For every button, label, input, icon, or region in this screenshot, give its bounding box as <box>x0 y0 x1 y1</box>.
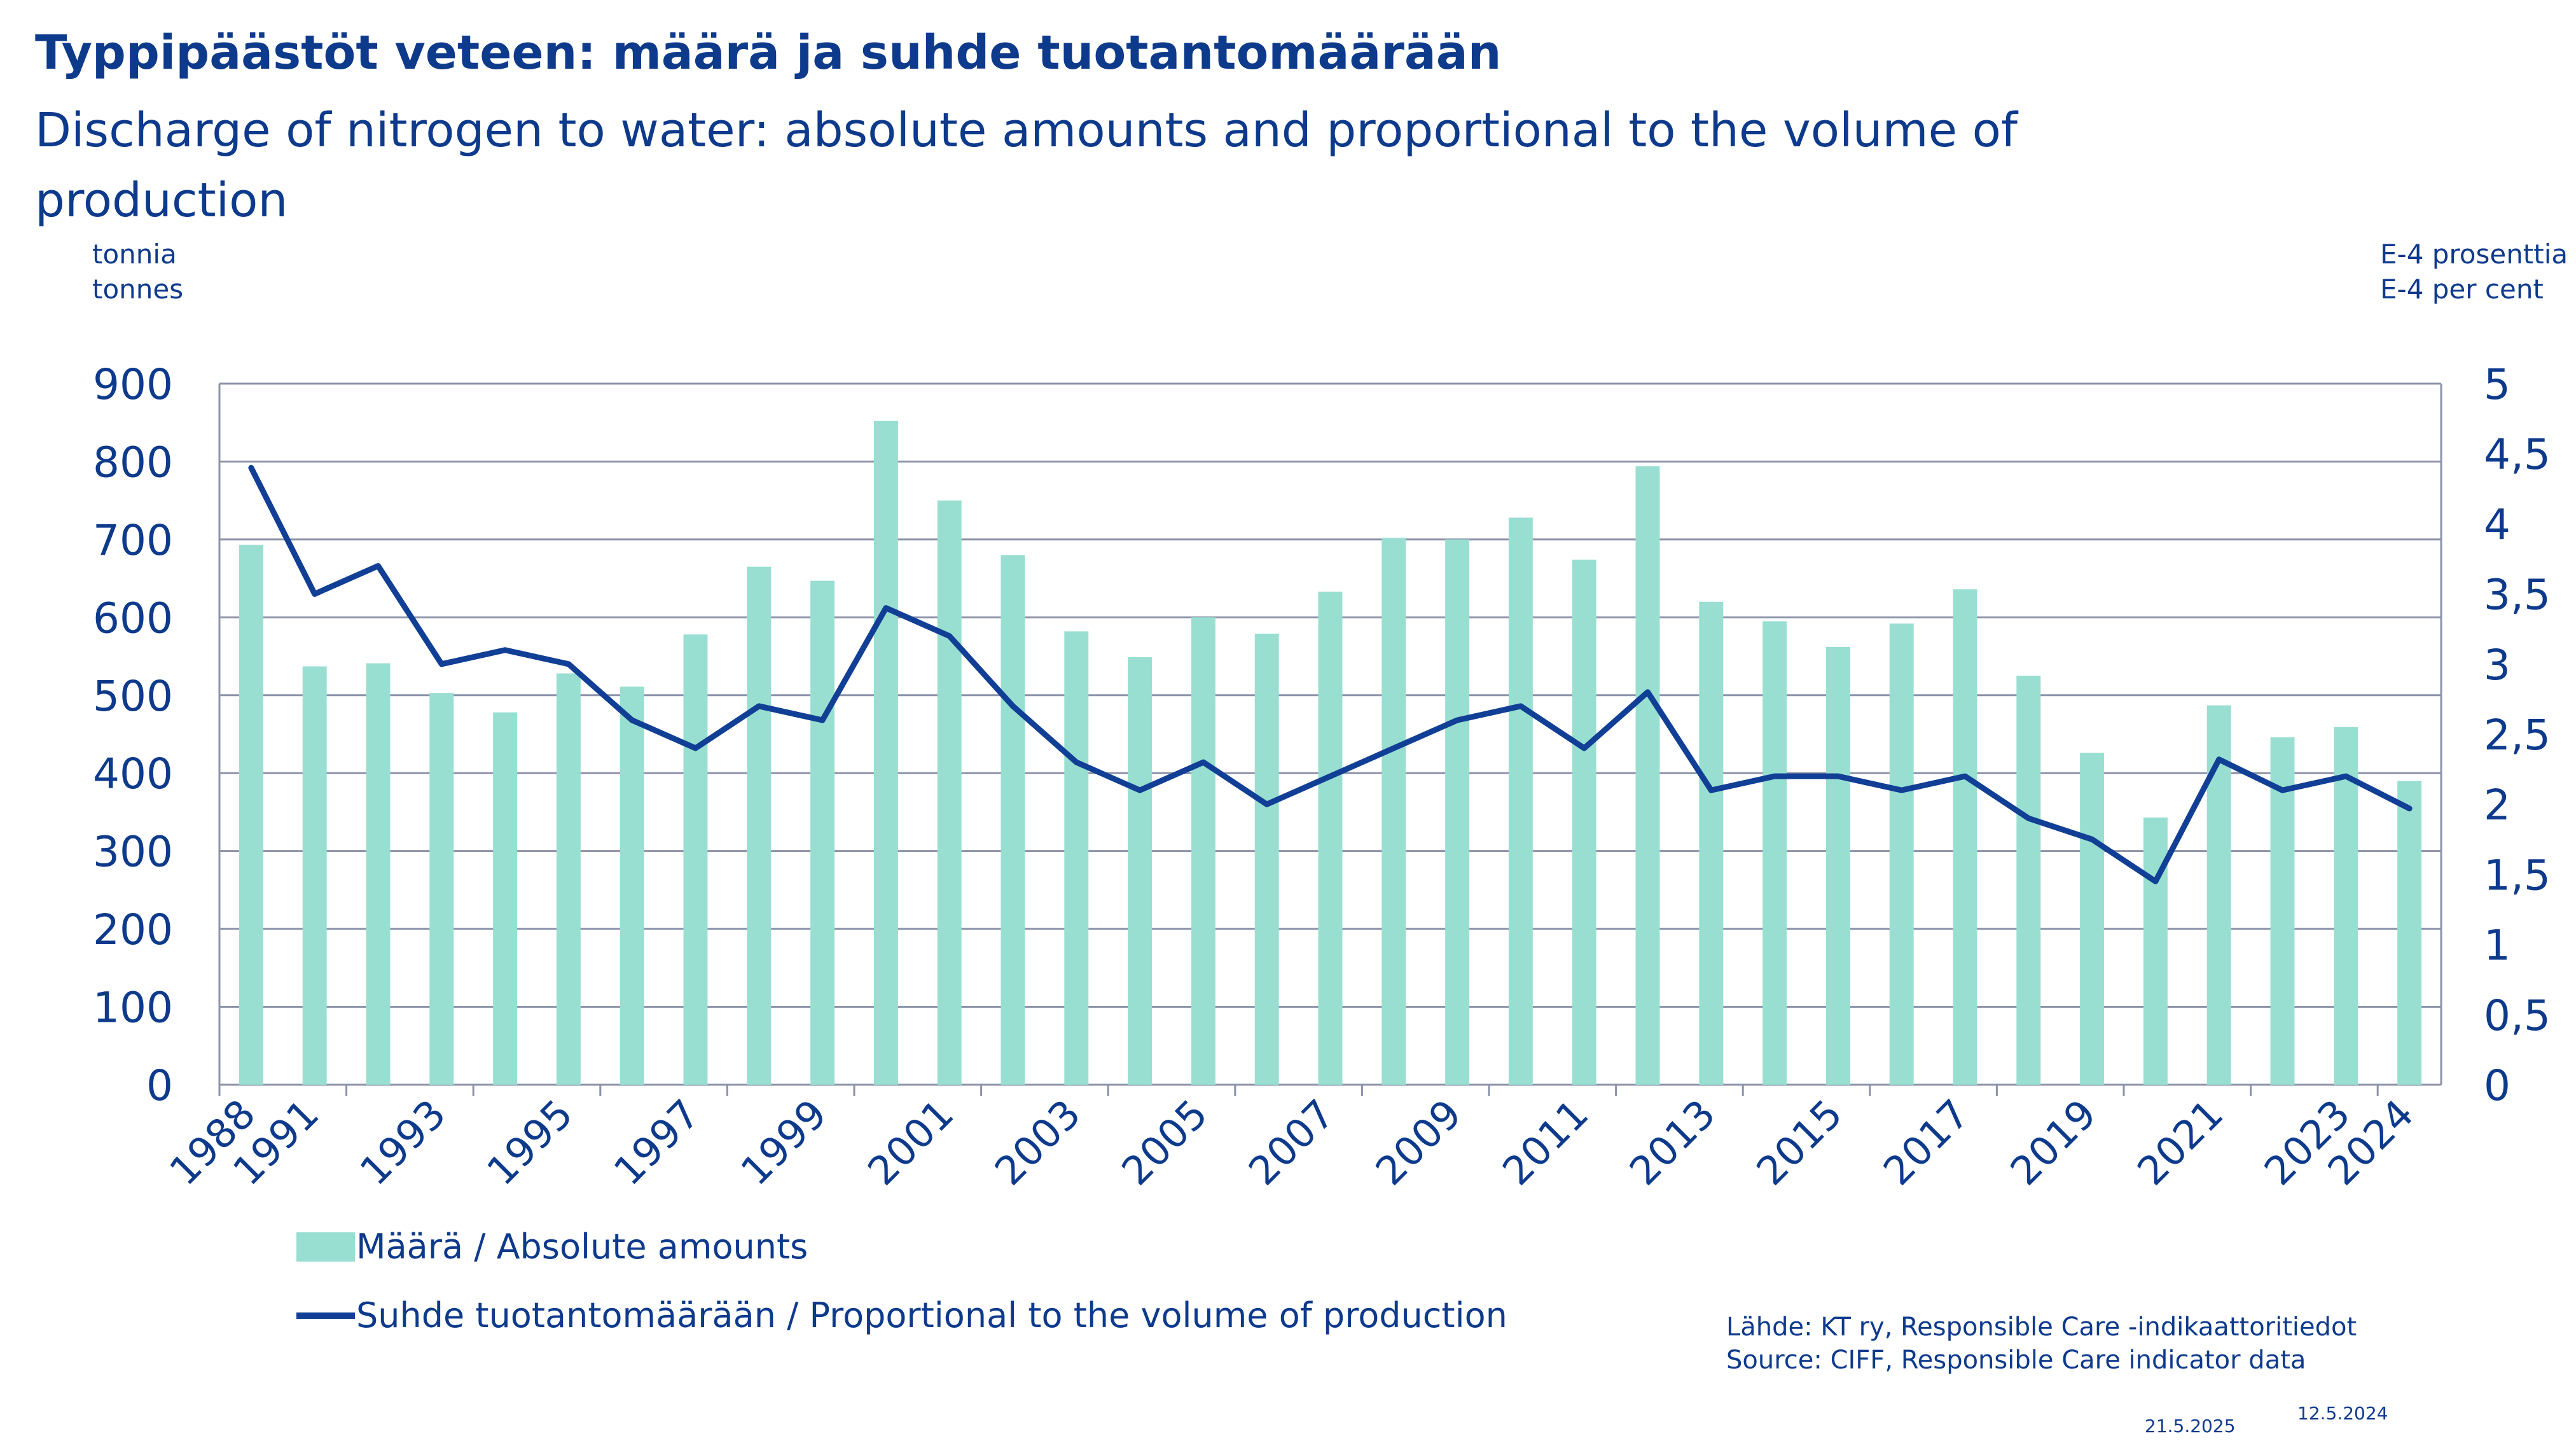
x-axis-tick-label: 2003 <box>986 1090 1090 1194</box>
bar <box>1064 631 1089 1085</box>
right-axis-tick-label: 0 <box>2484 1061 2510 1110</box>
left-axis-tick-label: 500 <box>93 672 173 721</box>
bar <box>429 693 454 1085</box>
left-axis-tick-label: 800 <box>93 438 173 487</box>
bar <box>302 666 327 1085</box>
bar <box>1191 617 1215 1085</box>
bar <box>620 686 644 1085</box>
bar <box>2206 705 2231 1085</box>
right-axis-tick-label: 3 <box>2484 641 2510 690</box>
bar <box>1445 539 1470 1085</box>
bar <box>239 545 263 1085</box>
x-axis-tick-label: 2007 <box>1240 1090 1343 1194</box>
source-line-en: Source: CIFF, Responsible Care indicator… <box>1726 1346 2306 1375</box>
left-axis-tick-label: 200 <box>93 905 173 954</box>
bar <box>1825 646 1850 1085</box>
left-axis-unit-en: tonnes <box>92 274 184 305</box>
bar <box>873 421 898 1085</box>
x-axis-tick-label: 2019 <box>2002 1090 2105 1194</box>
left-axis-tick-label: 400 <box>93 749 173 798</box>
right-axis-unit-en: E-4 per cent <box>2380 274 2544 305</box>
legend-bar-item: Määrä / Absolute amounts <box>296 1227 808 1267</box>
bar <box>1762 621 1787 1085</box>
bar <box>1508 517 1533 1085</box>
bar <box>1953 589 1977 1085</box>
date-stamp-2: 12.5.2024 <box>2297 1403 2388 1424</box>
legend-bar-label: Määrä / Absolute amounts <box>356 1227 808 1267</box>
bar <box>493 712 518 1085</box>
right-axis-unit-fi: E-4 prosenttia <box>2380 239 2568 270</box>
bar <box>2270 737 2295 1085</box>
bar <box>810 580 835 1085</box>
x-axis-tick-label: 2015 <box>1747 1090 1851 1194</box>
x-axis-tick-label: 2011 <box>1493 1090 1597 1194</box>
legend-line-item: Suhde tuotantomäärään / Proportional to … <box>296 1295 1507 1335</box>
right-axis-tick-label: 3,5 <box>2484 571 2551 620</box>
legend-line-label: Suhde tuotantomäärään / Proportional to … <box>356 1295 1507 1335</box>
chart-title-en: Discharge of nitrogen to water: absolute… <box>35 103 2018 228</box>
x-axis-tick-label: 2005 <box>1112 1090 1216 1194</box>
bar <box>1318 591 1343 1085</box>
left-axis-tick-label: 300 <box>93 828 173 877</box>
bar <box>1381 538 1406 1085</box>
bar <box>1254 634 1279 1085</box>
x-axis-tick-label: 1993 <box>351 1090 455 1194</box>
right-axis-tick-label: 4,5 <box>2484 430 2551 479</box>
bar <box>1889 623 1914 1085</box>
legend-line-swatch <box>296 1312 355 1319</box>
x-axis-tick-label: 1997 <box>605 1090 709 1194</box>
bar <box>1699 601 1724 1085</box>
bar <box>2334 727 2358 1085</box>
left-axis-unit: tonnia tonnes <box>92 237 183 307</box>
x-axis-tick-label: 1999 <box>732 1090 836 1194</box>
bar <box>366 663 391 1085</box>
x-axis-tick-label: 2013 <box>1621 1090 1724 1194</box>
right-axis-tick-label: 0,5 <box>2484 991 2551 1040</box>
source-line-fi: Lähde: KT ry, Responsible Care -indikaat… <box>1726 1312 2357 1342</box>
right-axis-tick-label: 1,5 <box>2484 851 2551 900</box>
bar <box>2016 676 2041 1085</box>
legend-bar-swatch <box>296 1232 355 1262</box>
bar <box>556 673 581 1085</box>
series-line-proportional <box>248 464 2413 884</box>
bar <box>1635 466 1660 1085</box>
bar <box>1572 559 1596 1085</box>
date-stamp-1: 21.5.2025 <box>2145 1416 2236 1437</box>
bar <box>747 566 772 1085</box>
right-axis-tick-label: 5 <box>2484 360 2510 409</box>
right-axis-tick-label: 2 <box>2484 781 2510 830</box>
right-axis-tick-label: 4 <box>2484 500 2510 549</box>
source-note: Lähde: KT ry, Responsible Care -indikaat… <box>1726 1311 2357 1377</box>
left-axis-tick-label: 900 <box>93 360 173 409</box>
left-axis-unit-fi: tonnia <box>92 239 177 270</box>
x-axis-tick-label: 2021 <box>2128 1090 2232 1194</box>
x-axis-tick-label: 1995 <box>478 1090 581 1194</box>
bar <box>1001 555 1025 1085</box>
bar <box>2080 753 2105 1085</box>
bar <box>2143 818 2168 1085</box>
bar <box>2397 781 2422 1085</box>
left-axis-tick-label: 600 <box>93 594 173 643</box>
x-axis-tick-label: 2017 <box>1874 1090 1978 1194</box>
bar <box>1128 657 1153 1085</box>
x-axis-tick-label: 2001 <box>859 1090 962 1194</box>
left-axis-tick-label: 100 <box>93 984 173 1033</box>
bar <box>683 634 708 1085</box>
bar <box>937 500 962 1085</box>
left-axis-tick-label: 0 <box>146 1061 173 1110</box>
right-axis-unit: E-4 prosenttia E-4 per cent <box>2380 237 2568 307</box>
chart-title-fi: Typpipäästöt veteen: määrä ja suhde tuot… <box>35 25 1502 80</box>
left-axis-tick-label: 700 <box>93 516 173 565</box>
right-axis-tick-label: 1 <box>2484 921 2510 970</box>
right-axis-tick-label: 2,5 <box>2484 711 2551 760</box>
x-axis-tick-label: 2009 <box>1367 1090 1471 1194</box>
